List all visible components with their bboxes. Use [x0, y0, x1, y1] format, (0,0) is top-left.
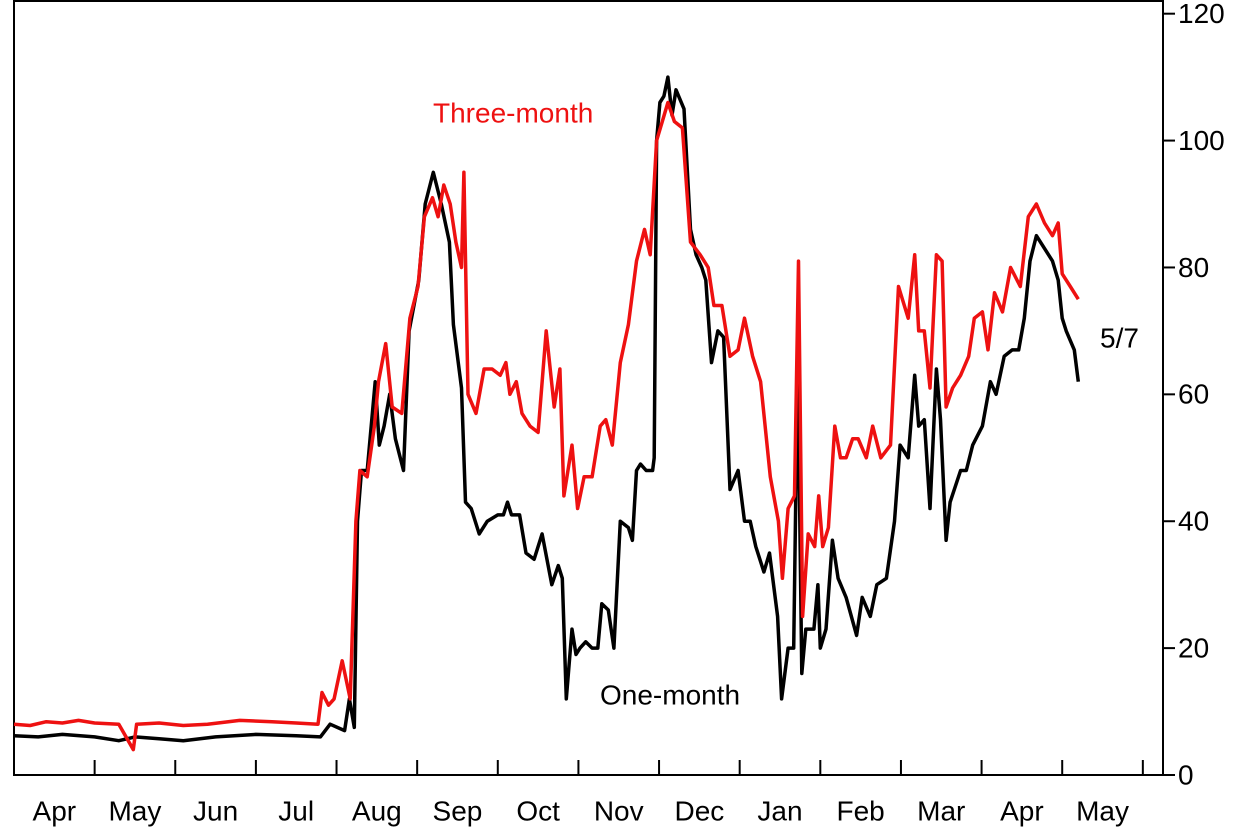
y-tick-label: 120: [1178, 0, 1225, 29]
annotation: One-month: [600, 679, 740, 710]
y-tick-label: 80: [1178, 252, 1209, 283]
x-tick-label: Jul: [278, 795, 314, 826]
y-tick-label: 60: [1178, 379, 1209, 410]
x-tick-label: May: [108, 795, 161, 826]
annotation: Three-month: [433, 97, 593, 128]
x-tick-label: Dec: [674, 795, 724, 826]
x-tick-label: Feb: [837, 795, 885, 826]
x-tick-label: Jun: [193, 795, 238, 826]
line-series: [13, 75, 1081, 743]
x-tick-label: Oct: [516, 795, 560, 826]
y-tick-label: 40: [1178, 506, 1209, 537]
y-tick-label: 0: [1178, 759, 1194, 790]
plot-frame: [13, 0, 1164, 776]
x-tick-label: Jan: [757, 795, 802, 826]
y-tick-label: 20: [1178, 633, 1209, 664]
x-tick-label: May: [1076, 795, 1129, 826]
x-tick-label: Apr: [1000, 795, 1044, 826]
x-tick-label: Sep: [433, 795, 483, 826]
annotation: 5/7: [1100, 322, 1139, 353]
x-tick-label: Nov: [594, 795, 644, 826]
y-tick-label: 100: [1178, 125, 1225, 156]
x-tick-label: Mar: [917, 795, 965, 826]
x-tick-label: Apr: [33, 795, 77, 826]
x-tick-label: Aug: [352, 795, 402, 826]
line-series: [13, 100, 1080, 752]
